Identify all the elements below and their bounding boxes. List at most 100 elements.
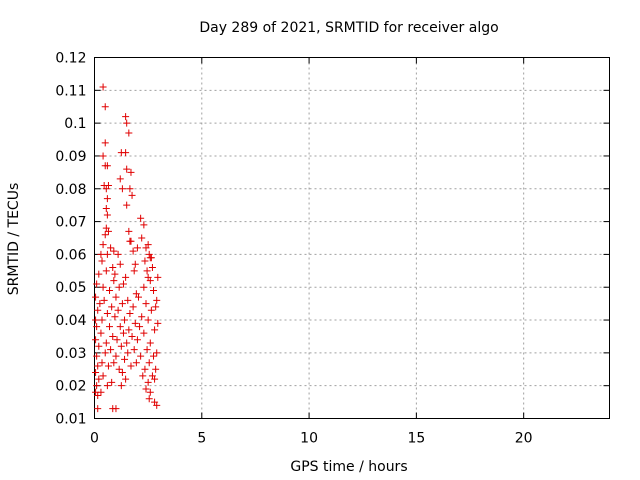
data-point	[152, 365, 160, 373]
x-tick-label: 15	[407, 431, 425, 447]
data-point	[97, 329, 105, 337]
data-point	[136, 323, 144, 331]
data-point	[99, 241, 107, 249]
y-tick-label: 0.08	[55, 182, 86, 198]
data-point	[93, 382, 101, 390]
data-point	[124, 296, 132, 304]
data-point	[98, 257, 106, 265]
data-point	[99, 372, 107, 380]
data-point	[101, 349, 109, 357]
data-point	[131, 319, 139, 327]
data-point	[151, 375, 159, 383]
data-point	[112, 352, 120, 360]
data-point	[119, 280, 127, 288]
data-point	[92, 316, 100, 324]
y-tick-label: 0.06	[55, 247, 86, 263]
data-point	[146, 388, 154, 396]
data-point	[97, 250, 105, 258]
data-point	[94, 392, 102, 400]
data-point	[92, 293, 100, 301]
data-point	[92, 369, 100, 377]
data-point	[154, 273, 162, 281]
data-point	[103, 195, 111, 203]
y-tick-label: 0.04	[55, 313, 86, 329]
data-point	[95, 342, 103, 350]
data-point	[110, 247, 118, 255]
data-point	[123, 165, 131, 173]
data-point	[119, 329, 127, 337]
data-point	[121, 316, 129, 324]
x-axis-label: GPS time / hours	[290, 459, 407, 475]
data-point	[101, 139, 109, 147]
data-point	[124, 349, 132, 357]
data-point	[102, 204, 110, 212]
data-point	[146, 254, 154, 262]
data-point	[128, 332, 136, 340]
y-axis-label: SRMTID / TECUs	[6, 183, 22, 296]
x-tick-label: 5	[197, 431, 206, 447]
data-point	[122, 113, 130, 121]
data-point	[147, 306, 155, 314]
data-point	[108, 303, 116, 311]
data-point	[104, 227, 112, 235]
data-point	[142, 385, 150, 393]
data-point	[112, 293, 120, 301]
grid-lines	[94, 57, 610, 419]
data-point	[106, 287, 114, 295]
data-point	[99, 283, 107, 291]
data-point	[145, 359, 153, 367]
data-point	[122, 375, 130, 383]
y-tick-label: 0.02	[55, 379, 86, 395]
data-point	[153, 296, 161, 304]
plot-frame	[94, 57, 610, 419]
data-point	[117, 382, 125, 390]
data-point	[122, 149, 130, 157]
data-point	[93, 280, 101, 288]
data-point	[143, 346, 151, 354]
data-point	[138, 234, 146, 242]
y-tick-label: 0.11	[55, 83, 86, 99]
data-point	[93, 323, 101, 331]
data-point	[144, 378, 152, 386]
data-point	[145, 395, 153, 403]
data-point	[141, 365, 149, 373]
data-point	[138, 313, 146, 321]
data-point	[102, 267, 110, 275]
data-point	[100, 296, 108, 304]
data-point	[110, 359, 118, 367]
axis-ticks: 0 5 10 15 20 0.01 0.02 0.03 0.04 0.05 0.06 0.07 0.08…	[55, 51, 610, 447]
data-point	[129, 303, 137, 311]
data-point	[139, 372, 147, 380]
data-point	[98, 359, 106, 367]
data-point	[118, 369, 126, 377]
chart-title: Day 289 of 2021, SRMTID for receiver alg…	[199, 20, 498, 36]
data-point	[118, 185, 126, 193]
data-points	[92, 83, 162, 413]
data-point	[99, 152, 107, 160]
data-point	[153, 349, 161, 357]
data-point	[125, 326, 133, 334]
data-point	[146, 277, 154, 285]
data-point	[114, 250, 122, 258]
data-point	[126, 309, 134, 317]
y-tick-label: 0.01	[55, 412, 86, 428]
data-point	[112, 405, 120, 413]
data-point	[123, 339, 131, 347]
data-point	[134, 293, 142, 301]
data-point	[98, 316, 106, 324]
data-point	[108, 378, 116, 386]
data-point	[102, 339, 110, 347]
data-point	[127, 237, 135, 245]
data-point	[110, 277, 118, 285]
data-point	[146, 339, 154, 347]
data-point	[150, 287, 158, 295]
data-point	[106, 323, 114, 331]
data-point	[142, 300, 150, 308]
data-point	[104, 181, 112, 189]
data-point	[131, 260, 139, 268]
data-point	[103, 211, 111, 219]
data-point	[129, 247, 137, 255]
x-tick-label: 20	[515, 431, 533, 447]
data-point	[104, 362, 112, 370]
data-point	[115, 283, 123, 291]
